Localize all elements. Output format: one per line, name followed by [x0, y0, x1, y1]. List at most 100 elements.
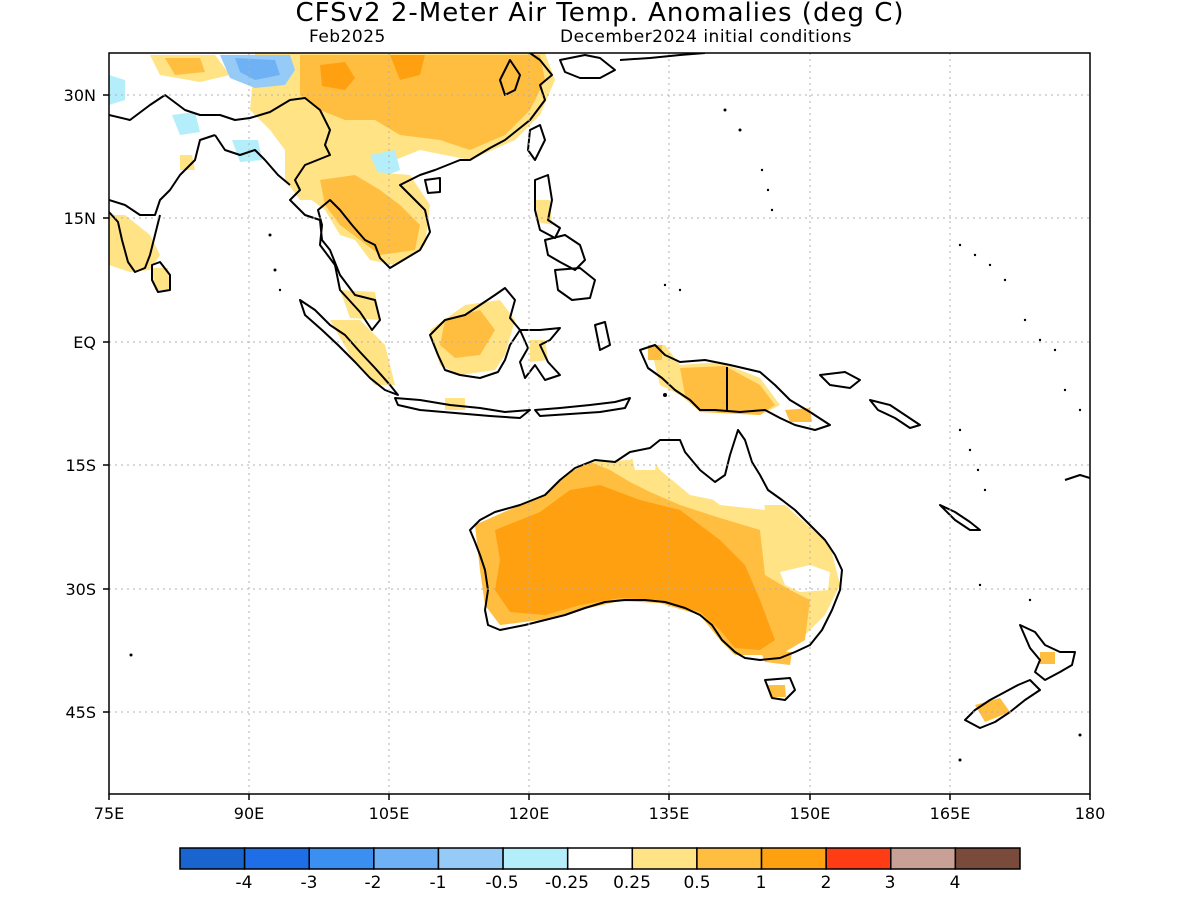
anomaly-borneo-mod	[440, 310, 495, 358]
anomaly-india-cool	[109, 75, 125, 105]
colorbar-swatch	[825, 847, 892, 870]
x-axis-labels: 75E 90E 105E 120E 135E 150E 165E 180	[94, 804, 1106, 823]
y-axis-labels: 30N 15N EQ 15S 30S 45S	[64, 86, 96, 722]
initial-conditions-label: December2024 initial conditions	[560, 27, 852, 47]
coast-hainan	[424, 177, 441, 194]
colorbar-swatch	[179, 847, 246, 870]
anomaly-india-light	[109, 215, 160, 272]
anomaly-tibet-mod	[165, 58, 205, 75]
x-tick-label: 180	[1075, 804, 1106, 823]
coast-japan	[559, 54, 616, 79]
coast-new-caledonia	[939, 504, 981, 531]
colorbar-label: -2	[365, 873, 382, 893]
colorbar-swatch	[760, 847, 827, 870]
coast-solomons	[869, 399, 921, 429]
map-frame	[108, 52, 1091, 795]
coast-visayas	[544, 234, 586, 271]
coast-newguinea	[639, 344, 831, 431]
coast-sulawesi	[519, 327, 561, 381]
anomaly-tasmania	[768, 685, 786, 697]
coast-fiji	[1064, 474, 1090, 481]
colorbar-label: -1	[430, 873, 447, 893]
anomaly-malaya	[340, 290, 380, 320]
coast-india-west	[109, 211, 161, 273]
coast-new-britain	[819, 371, 861, 389]
coast-australia	[469, 429, 843, 661]
colorbar-swatch	[890, 847, 957, 870]
valid-month-label: Feb2025	[309, 27, 386, 47]
coast-asia-mainland	[109, 53, 553, 331]
x-tick-label: 105E	[369, 804, 410, 823]
x-tick-label: 135E	[649, 804, 690, 823]
coast-taiwan	[527, 124, 546, 161]
x-tick-label: 75E	[94, 804, 124, 823]
coast-lesser-sunda	[534, 397, 631, 417]
anomaly-india-cool-2	[172, 112, 200, 135]
colorbar-swatch	[954, 847, 1021, 870]
anomaly-himalaya-cool-2	[235, 58, 280, 80]
anomaly-kimberley-white	[630, 444, 660, 470]
coast-luzon	[534, 174, 561, 239]
coast-moluccas	[594, 321, 611, 351]
y-tick-label: 30S	[65, 580, 96, 599]
anomaly-sulawesi	[530, 340, 548, 362]
colorbar-label: -0.5	[485, 873, 518, 893]
colorbar-swatch	[243, 847, 310, 870]
anomaly-vietnam-cool	[370, 150, 400, 178]
x-tick-label: 90E	[234, 804, 264, 823]
colorbar-swatch	[308, 847, 375, 870]
anomaly-china-strong-2	[390, 55, 425, 80]
anomaly-nz-south	[975, 698, 1010, 722]
coast-sumatra	[299, 299, 399, 396]
y-tick-label: 45S	[65, 703, 96, 722]
colorbar-swatch	[631, 847, 698, 870]
colorbar-label: -0.25	[545, 873, 589, 893]
colorbar-swatch	[373, 847, 440, 870]
y-tick-label: 30N	[64, 86, 96, 105]
graticule	[109, 53, 1090, 794]
coast-nz-south	[964, 679, 1041, 729]
y-tick-label: EQ	[73, 333, 96, 352]
anomaly-nz-north	[1040, 652, 1055, 664]
anomaly-png-east	[785, 408, 812, 422]
anomaly-nepal	[180, 155, 195, 170]
small-islands	[129, 108, 1082, 762]
anomaly-capeyork-white	[700, 430, 765, 510]
anomaly-indochina-mod	[320, 175, 420, 255]
x-tick-label: 120E	[509, 804, 550, 823]
y-tick-label: 15N	[64, 209, 96, 228]
anomaly-sumatra	[330, 320, 395, 385]
coast-java	[394, 397, 531, 419]
colorbar-label: 3	[885, 873, 896, 893]
coast-india	[109, 134, 216, 216]
colorbar	[179, 847, 1021, 870]
colorbar-label: 0.5	[683, 873, 710, 893]
y-tick-label: 15S	[65, 456, 96, 475]
colorbar-label: 4	[950, 873, 961, 893]
x-tick-label: 150E	[790, 804, 831, 823]
axis-ticks	[103, 94, 1091, 800]
map-title: CFSv2 2-Meter Air Temp. Anomalies (deg C…	[295, 0, 905, 28]
colorbar-swatch	[502, 847, 569, 870]
colorbar-swatch	[566, 847, 634, 870]
colorbar-labels: -4 -3 -2 -1 -0.5 -0.25 0.25 0.5 1 2 3 4	[236, 873, 961, 893]
coast-japan-2	[619, 53, 706, 61]
anomaly-burma-cool	[232, 140, 262, 162]
coast-nz-north	[1019, 624, 1076, 681]
anomaly-china-mod	[300, 55, 545, 150]
coastlines	[109, 53, 1090, 729]
coast-korea	[499, 59, 521, 96]
anomaly-china-strong	[320, 62, 355, 90]
anomaly-srilanka	[152, 268, 170, 290]
colorbar-label: -4	[236, 873, 253, 893]
anomaly-australia-white	[780, 565, 830, 592]
colorbar-label: -3	[301, 873, 318, 893]
colorbar-swatch	[696, 847, 763, 870]
coast-bay-bengal	[214, 134, 291, 186]
anomaly-shading	[109, 53, 1055, 722]
colorbar-swatch	[437, 847, 504, 870]
coast-mindanao	[554, 267, 596, 301]
coast-srilanka	[151, 261, 171, 293]
colorbar-label: 0.25	[613, 873, 651, 893]
colorbar-label: 2	[821, 873, 832, 893]
